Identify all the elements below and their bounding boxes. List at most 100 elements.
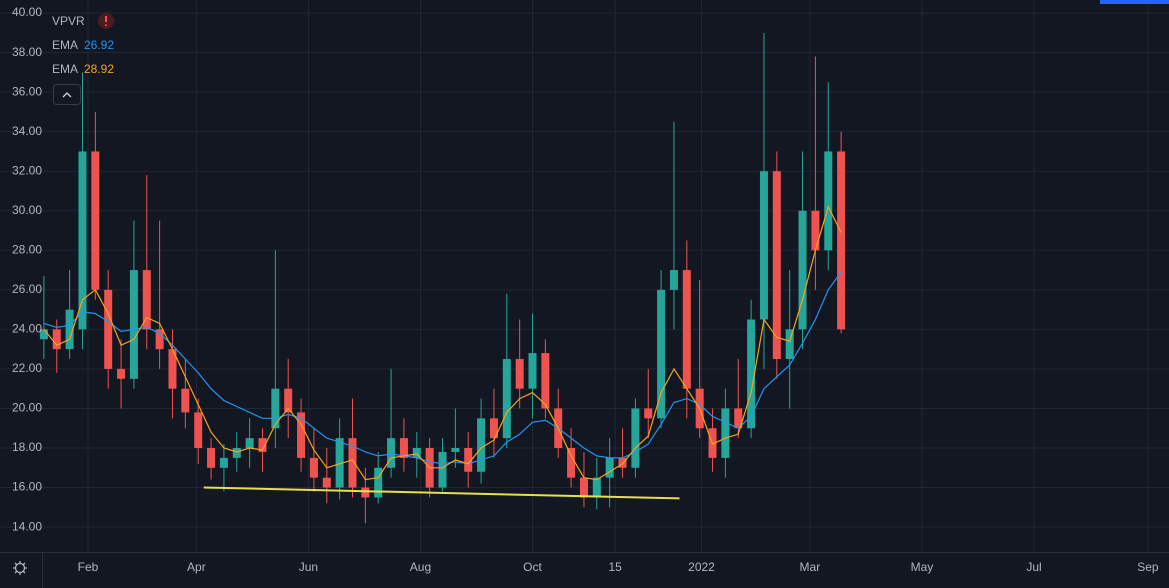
- candle-body: [489, 418, 498, 439]
- candle-body: [477, 418, 486, 472]
- candle-body: [297, 412, 306, 458]
- candle-body: [181, 388, 190, 413]
- candle-body: [207, 448, 216, 468]
- y-tick-label: 30.00: [12, 203, 42, 217]
- y-tick-label: 16.00: [12, 480, 42, 494]
- candle-body: [142, 270, 151, 330]
- candle-body: [541, 353, 550, 409]
- candle-body: [155, 329, 164, 350]
- plot: [39, 32, 846, 524]
- y-tick-label: 38.00: [12, 45, 42, 59]
- y-tick-label: 22.00: [12, 361, 42, 375]
- settings-icon[interactable]: [13, 561, 27, 575]
- x-tick-label: Apr: [187, 560, 206, 574]
- candle-body: [361, 487, 370, 498]
- candle-body: [631, 408, 640, 468]
- grid: [0, 0, 1169, 552]
- ticks: 14.00 16.00 18.00 20.00 22.00 24.00 26.00 28.00…: [12, 5, 1159, 574]
- candle-body: [798, 210, 807, 330]
- top-indicator: [1100, 0, 1169, 4]
- y-tick-label: 24.00: [12, 322, 42, 336]
- collapse-button[interactable]: [53, 84, 81, 105]
- candle-body: [451, 448, 460, 452]
- candle-body: [811, 210, 820, 251]
- y-tick-label: 26.00: [12, 282, 42, 296]
- candle-body: [271, 388, 280, 429]
- candle-body: [438, 451, 447, 488]
- candle-body: [747, 319, 756, 429]
- ema-line: [43, 205, 842, 481]
- candle-body: [65, 309, 74, 350]
- x-tick-label: Jun: [299, 560, 318, 574]
- candle-body: [258, 438, 267, 452]
- legend-title: VPVR: [52, 14, 85, 28]
- candle-body: [772, 171, 781, 360]
- candle-body: [309, 457, 318, 478]
- candle-body: [284, 388, 293, 413]
- candle-body: [399, 438, 408, 458]
- candle-body: [322, 477, 331, 488]
- y-tick-label: 18.00: [12, 440, 42, 454]
- candle-body: [168, 349, 177, 389]
- candle-body: [721, 408, 730, 458]
- candle-body: [129, 270, 138, 379]
- y-tick-label: 20.00: [12, 401, 42, 415]
- candle-body: [78, 151, 87, 330]
- candle-body: [682, 270, 691, 389]
- x-tick-label: 2022: [688, 560, 715, 574]
- candle-body: [669, 270, 678, 290]
- y-tick-label: 40.00: [12, 5, 42, 19]
- x-tick-label: Aug: [410, 560, 431, 574]
- candle-body: [348, 438, 357, 488]
- candle-body: [515, 359, 524, 389]
- legend-value: 28.92: [84, 62, 114, 76]
- y-tick-label: 36.00: [12, 84, 42, 98]
- legend-label: EMA: [52, 38, 78, 52]
- candle-body: [219, 457, 228, 468]
- x-tick-label: Sep: [1137, 560, 1159, 574]
- candle-body: [194, 412, 203, 449]
- y-tick-label: 28.00: [12, 242, 42, 256]
- x-tick-label: Jul: [1026, 560, 1041, 574]
- gear-teeth: [13, 561, 27, 575]
- candle-body: [52, 329, 61, 350]
- candle-body: [785, 329, 794, 360]
- y-tick-label: 14.00: [12, 519, 42, 533]
- y-tick-label: 32.00: [12, 163, 42, 177]
- candle-body: [387, 438, 396, 468]
- candle-body: [592, 477, 601, 498]
- candle-body: [605, 457, 614, 478]
- candle-body: [117, 368, 126, 379]
- x-tick-label: 15: [608, 560, 622, 574]
- candle-body: [824, 151, 833, 251]
- candle-body: [39, 329, 48, 340]
- x-tick-label: Feb: [78, 560, 99, 574]
- trend-line: [203, 486, 680, 500]
- candle-body: [657, 289, 666, 419]
- candle-body: [374, 467, 383, 498]
- candle-body: [837, 151, 846, 330]
- legend-value: 26.92: [84, 38, 114, 52]
- collapse-arrow: [62, 92, 72, 98]
- candle-body: [464, 448, 473, 472]
- candle-body: [245, 438, 254, 449]
- ema-line: [43, 271, 842, 465]
- x-tick-label: Oct: [523, 560, 542, 574]
- candle-body: [335, 438, 344, 488]
- x-tick-label: Mar: [800, 560, 821, 574]
- x-tick-label: May: [911, 560, 934, 574]
- candle-body: [412, 448, 421, 458]
- candle-body: [104, 289, 113, 369]
- candle-body: [579, 477, 588, 498]
- candle-body: [528, 353, 537, 389]
- legend-label: EMA: [52, 62, 78, 76]
- legend: VPVR EMA 26.92 EMA 28.92: [52, 13, 114, 105]
- candle-body: [734, 408, 743, 429]
- y-tick-label: 34.00: [12, 124, 42, 138]
- candle-body: [759, 171, 768, 320]
- candle-body: [644, 408, 653, 419]
- candle-body: [232, 448, 241, 458]
